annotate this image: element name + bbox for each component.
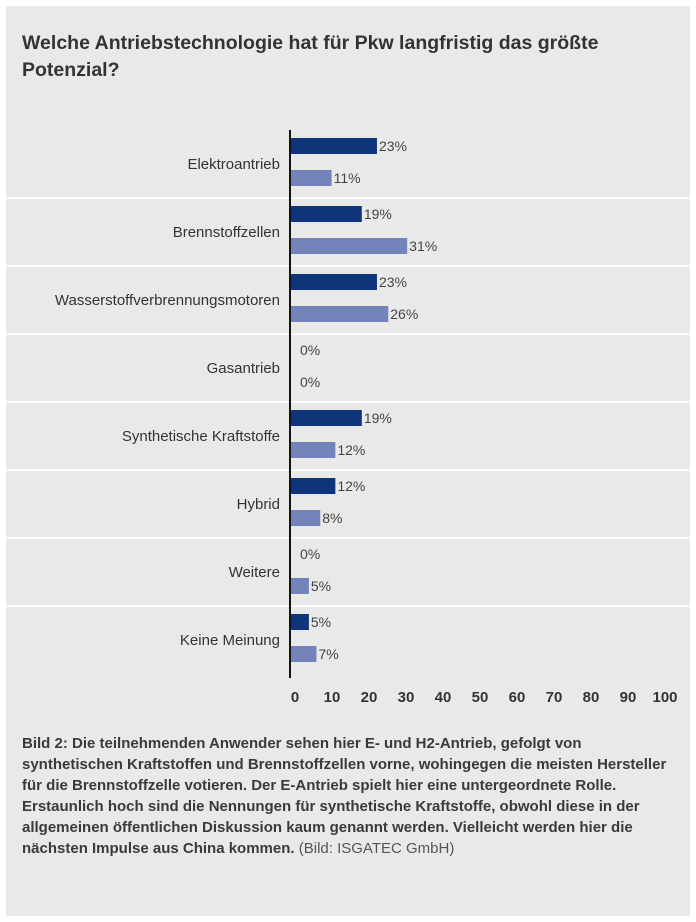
- category-label: Elektroantrieb: [187, 156, 280, 173]
- category-label: Hybrid: [237, 496, 280, 513]
- bar-value-label: 19%: [364, 206, 392, 222]
- caption-label: Bild 2:: [22, 735, 68, 752]
- bar: [290, 274, 377, 290]
- x-tick-label: 10: [324, 689, 341, 706]
- x-tick-label: 30: [398, 689, 415, 706]
- bar-value-label: 12%: [337, 442, 365, 458]
- x-tick-label: 60: [509, 689, 526, 706]
- bar-value-label: 19%: [364, 410, 392, 426]
- bar: [290, 510, 321, 526]
- bar-value-label: 8%: [322, 510, 342, 526]
- caption-credit: (Bild: ISGATEC GmbH): [298, 840, 455, 857]
- figure-panel: [6, 6, 690, 916]
- x-tick-label: 70: [546, 689, 563, 706]
- category-label: Synthetische Kraftstoffe: [122, 428, 280, 445]
- category-label: Gasantrieb: [207, 360, 280, 377]
- x-tick-label: 0: [291, 689, 299, 706]
- bar-value-label: 0%: [300, 342, 320, 358]
- bar: [290, 410, 362, 426]
- bar-value-label: 0%: [300, 374, 320, 390]
- category-label: Keine Meinung: [180, 632, 280, 649]
- chart-title: Welche Antriebstechnologie hat für Pkw l…: [22, 32, 599, 81]
- bar: [290, 478, 336, 494]
- x-tick-label: 20: [361, 689, 378, 706]
- bar: [290, 646, 317, 662]
- x-tick-label: 40: [435, 689, 452, 706]
- bar-value-label: 7%: [318, 646, 338, 662]
- category-label: Wasserstoffverbrennungsmotoren: [55, 292, 280, 309]
- bar: [290, 138, 377, 154]
- bar: [290, 306, 389, 322]
- bar-value-label: 5%: [311, 614, 331, 630]
- bar-value-label: 23%: [379, 274, 407, 290]
- figure-caption: Bild 2: Die teilnehmenden Anwender sehen…: [22, 733, 672, 859]
- x-tick-label: 80: [583, 689, 600, 706]
- bar: [290, 170, 332, 186]
- bar-value-label: 5%: [311, 578, 331, 594]
- bar-value-label: 26%: [390, 306, 418, 322]
- x-tick-label: 50: [472, 689, 489, 706]
- bar: [290, 238, 408, 254]
- bar: [290, 578, 309, 594]
- bar-value-label: 23%: [379, 138, 407, 154]
- category-label: Brennstoffzellen: [173, 224, 280, 241]
- bar: [290, 206, 362, 222]
- x-tick-label: 100: [652, 689, 677, 706]
- bar-value-label: 11%: [334, 170, 361, 186]
- category-label: Weitere: [229, 564, 280, 581]
- caption-text: Die teilnehmenden Anwender sehen hier E-…: [22, 735, 667, 857]
- x-tick-label: 90: [620, 689, 637, 706]
- bar-value-label: 0%: [300, 546, 320, 562]
- bar-value-label: 31%: [409, 238, 437, 254]
- bar: [290, 614, 309, 630]
- bar-value-label: 12%: [337, 478, 365, 494]
- bar: [290, 442, 336, 458]
